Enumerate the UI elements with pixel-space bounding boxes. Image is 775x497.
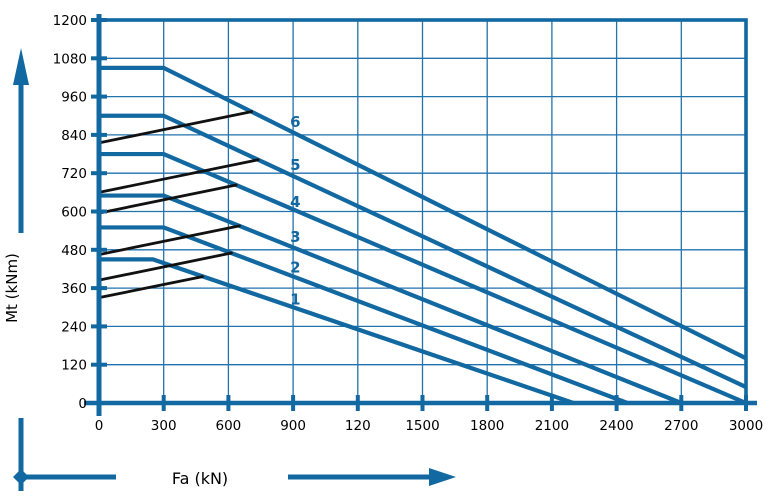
y-tick-label: 600: [61, 205, 87, 221]
plot-frame: [84, 14, 757, 416]
y-tick-label: 960: [61, 90, 87, 106]
reference-line-ref-5: [97, 158, 260, 194]
y-axis-title: Mt (kNm): [3, 253, 21, 323]
x-tick-labels: 0 300 600 900 120 1500 1800 2100 2400 2700 3000: [95, 418, 763, 434]
curve-label-5: 5: [290, 156, 300, 174]
curve-label-2: 2: [290, 258, 300, 276]
x-axis-arrow-right-icon: [429, 468, 456, 486]
series-curves: [99, 65, 747, 405]
curve-1: [99, 257, 575, 405]
y-tick-label: 0: [78, 396, 87, 412]
x-tick-label: 3000: [729, 418, 763, 434]
origin-marker-icon: [13, 469, 29, 485]
x-tick-label: 2700: [664, 418, 698, 434]
y-tick-label: 120: [61, 358, 87, 374]
curve-label-1: 1: [290, 290, 300, 308]
grid: [98, 19, 747, 404]
reference-line-ref-6: [97, 110, 254, 145]
x-tick-label: 1500: [405, 418, 439, 434]
y-tick-label: 720: [61, 166, 87, 182]
x-tick-label: 0: [95, 418, 104, 434]
curve-2: [99, 225, 629, 405]
origin-vertical-line: [18, 418, 24, 491]
x-tick-label: 300: [151, 418, 177, 434]
axis-arrows: [13, 48, 456, 491]
origin-horizontal-line: [19, 474, 116, 480]
reference-lines: [97, 110, 260, 300]
y-axis-arrow-up-icon: [13, 48, 29, 85]
curve-6: [99, 65, 747, 361]
curve-5: [99, 113, 747, 389]
x-axis-title: Fa (kN): [172, 469, 228, 488]
curve-label-4: 4: [290, 193, 300, 211]
reference-line-ref-2: [97, 251, 233, 282]
y-tick-label: 1080: [53, 51, 87, 67]
x-tick-label: 2400: [599, 418, 633, 434]
x-tick-label: 900: [280, 418, 306, 434]
x-axis-arrow-shaft: [288, 474, 431, 480]
curve-label-3: 3: [290, 228, 300, 246]
x-tick-label: 120: [345, 418, 371, 434]
reference-line-ref-1: [97, 275, 204, 300]
curve-3: [99, 193, 683, 405]
curve-labels: 1 2 3 4 5 6: [290, 113, 300, 308]
reference-line-ref-4: [97, 183, 238, 215]
y-axis-arrow-shaft: [18, 80, 24, 233]
curve-label-6: 6: [290, 113, 300, 131]
y-tick-label: 840: [61, 128, 87, 144]
y-tick-label: 240: [61, 319, 87, 335]
curve-4: [99, 151, 747, 405]
y-tick-label: 480: [61, 243, 87, 259]
x-tick-label: 1800: [470, 418, 504, 434]
y-tick-label: 1200: [53, 13, 87, 29]
y-tick-labels: 0 120 240 360 480 600 720 840 960 1080 1200: [53, 13, 87, 412]
x-tick-label: 600: [216, 418, 242, 434]
y-tick-label: 360: [61, 281, 87, 297]
reference-line-ref-3: [97, 224, 241, 256]
x-tick-label: 2100: [535, 418, 569, 434]
